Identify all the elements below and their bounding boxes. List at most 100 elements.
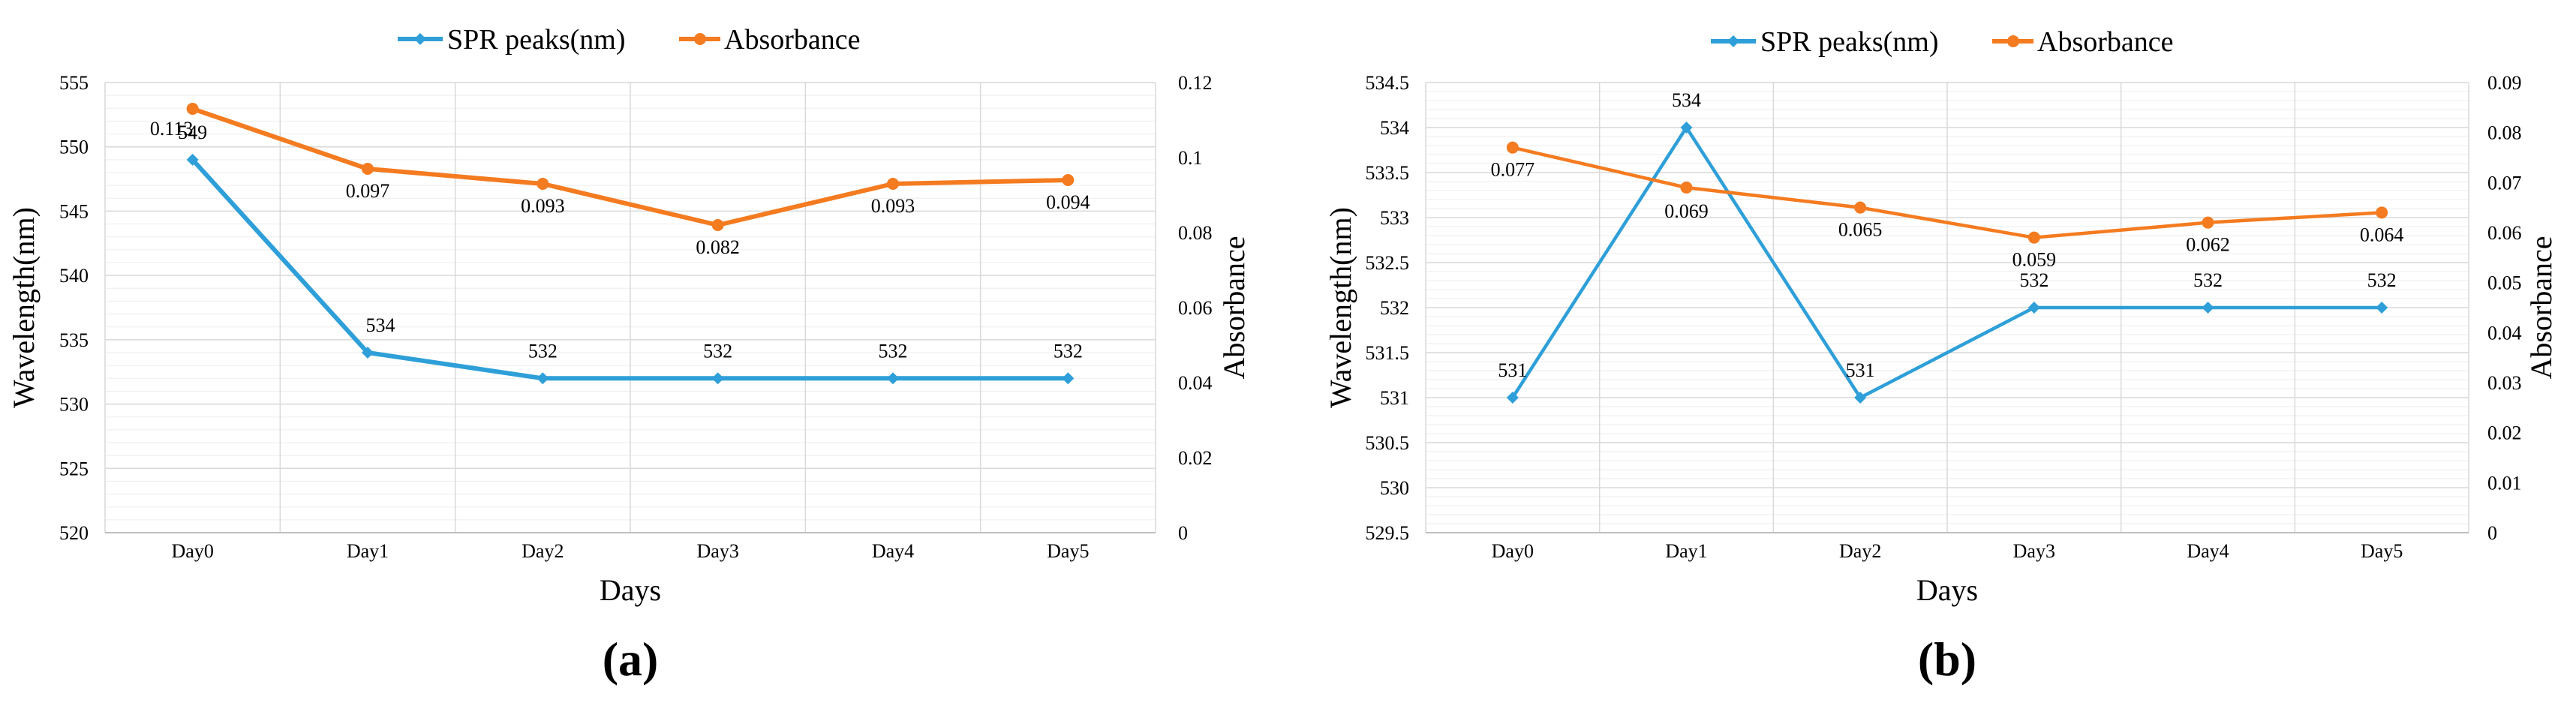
data-label: 0.097 bbox=[346, 180, 390, 202]
data-point-diamond bbox=[362, 347, 374, 359]
y2-axis-title: Absorbance bbox=[2524, 236, 2558, 379]
x-axis-title: Days bbox=[1916, 573, 1978, 607]
y2-tick-label: 0.05 bbox=[2487, 272, 2522, 294]
data-point-circle bbox=[186, 103, 199, 115]
data-label: 0.093 bbox=[871, 195, 915, 217]
series-line bbox=[1510, 125, 2382, 400]
x-tick-label: Day4 bbox=[2187, 540, 2229, 562]
x-tick-label: Day1 bbox=[1665, 540, 1707, 562]
data-point-diamond bbox=[2376, 302, 2388, 314]
y2-tick-label: 0.06 bbox=[1178, 297, 1213, 319]
y-tick-label: 545 bbox=[59, 200, 89, 222]
panel-label: (a) bbox=[603, 632, 659, 686]
y-tick-label: 525 bbox=[59, 458, 89, 479]
series-spr-peaks: 549 534 532 532 532 532 bbox=[178, 122, 1083, 385]
y2-tick-label: 0.02 bbox=[1178, 447, 1213, 469]
y-axis-title: Wavelength(nm) bbox=[1324, 207, 1357, 408]
data-label: 0.077 bbox=[1491, 159, 1535, 181]
data-label: 531 bbox=[1498, 359, 1527, 381]
y2-tick-label: 0.04 bbox=[1178, 372, 1213, 394]
x-tick-label: Day5 bbox=[1047, 540, 1089, 562]
x-tick-label: Day4 bbox=[872, 540, 914, 562]
gridlines bbox=[104, 82, 1156, 533]
data-label: 0.113 bbox=[150, 118, 194, 140]
data-point-diamond bbox=[1680, 122, 1693, 134]
data-label: 532 bbox=[1054, 340, 1083, 362]
y-tick-label: 532 bbox=[1380, 297, 1409, 319]
y-axis-title: Wavelength(nm) bbox=[7, 207, 41, 408]
gridlines bbox=[1425, 82, 2469, 533]
y-tick-label: 530 bbox=[59, 394, 89, 416]
data-point-diamond bbox=[711, 372, 724, 385]
data-point-circle bbox=[711, 219, 724, 231]
y-tick-label: 555 bbox=[59, 72, 89, 94]
y-tick-label: 550 bbox=[59, 137, 89, 158]
legend-marker-diamond bbox=[414, 33, 426, 45]
series-spr-peaks: 531 534 531 532 532 532 bbox=[1498, 89, 2397, 404]
series-absorbance: 0.113 0.097 0.093 0.082 0.093 0.094 bbox=[150, 103, 1090, 258]
legend-label-spr: SPR peaks(nm) bbox=[447, 24, 626, 56]
y2-tick-label: 0.01 bbox=[2487, 472, 2522, 494]
x-tick-label: Day1 bbox=[347, 540, 389, 562]
y-tick-label: 534.5 bbox=[1366, 72, 1410, 94]
x-tick-label: Day2 bbox=[522, 540, 564, 562]
data-point-circle bbox=[1062, 174, 1075, 186]
y2-tick-label: 0.06 bbox=[2487, 222, 2522, 244]
data-label: 532 bbox=[2019, 269, 2048, 291]
y-tick-label: 530 bbox=[1380, 477, 1409, 499]
x-tick-label: Day0 bbox=[172, 540, 214, 562]
data-label: 0.065 bbox=[1838, 219, 1883, 241]
x-tick-label: Day3 bbox=[697, 540, 739, 562]
data-label: 0.069 bbox=[1664, 200, 1709, 222]
y2-tick-label: 0.08 bbox=[1178, 222, 1213, 244]
data-label: 0.062 bbox=[2186, 234, 2230, 256]
data-label: 0.064 bbox=[2360, 224, 2404, 245]
y-tick-label: 520 bbox=[59, 522, 89, 544]
legend-label-absorbance: Absorbance bbox=[724, 24, 860, 56]
data-point-diamond bbox=[186, 153, 199, 166]
data-point-circle bbox=[1854, 201, 1867, 214]
data-point-diamond bbox=[1062, 372, 1075, 385]
x-tick-label: Day2 bbox=[1839, 540, 1881, 562]
y-tick-label: 532.5 bbox=[1366, 252, 1410, 274]
y2-tick-label: 0.04 bbox=[2487, 322, 2522, 344]
legend: SPR peaks(nm) Absorbance bbox=[1711, 26, 2173, 58]
data-point-circle bbox=[537, 178, 549, 190]
y2-tick-label: 0.08 bbox=[2487, 122, 2522, 144]
legend-label-spr: SPR peaks(nm) bbox=[1760, 26, 1939, 58]
data-label: 534 bbox=[1672, 89, 1701, 111]
data-point-diamond bbox=[537, 372, 549, 385]
legend-marker-diamond bbox=[1727, 35, 1739, 47]
x-tick-label: Day5 bbox=[2361, 540, 2403, 562]
data-point-circle bbox=[2202, 216, 2214, 229]
series-line bbox=[191, 107, 1069, 227]
y2-tick-label: 0.03 bbox=[2487, 372, 2522, 394]
y2-axis-title: Absorbance bbox=[1217, 236, 1251, 379]
panel-label: (b) bbox=[1918, 632, 1976, 686]
y-tick-label: 534 bbox=[1380, 117, 1409, 139]
y2-tick-label: 0.12 bbox=[1178, 72, 1213, 94]
legend: SPR peaks(nm) Absorbance bbox=[398, 24, 860, 56]
y2-tick-label: 0.09 bbox=[2487, 72, 2522, 94]
data-point-circle bbox=[2376, 206, 2388, 219]
y-tick-label: 531.5 bbox=[1366, 342, 1410, 364]
data-point-circle bbox=[362, 163, 374, 175]
data-point-diamond bbox=[2027, 302, 2040, 314]
y2-tick-label: 0.07 bbox=[2487, 172, 2522, 194]
data-point-diamond bbox=[887, 372, 899, 385]
data-point-circle bbox=[2027, 231, 2040, 244]
data-label: 0.059 bbox=[2012, 249, 2057, 271]
data-label: 532 bbox=[703, 340, 732, 362]
series-line bbox=[1512, 146, 2382, 239]
data-label: 0.093 bbox=[521, 195, 565, 217]
data-label: 532 bbox=[2367, 269, 2397, 291]
series-line bbox=[191, 158, 1069, 381]
data-point-circle bbox=[1680, 182, 1693, 194]
data-label: 0.082 bbox=[696, 236, 740, 258]
data-point-circle bbox=[887, 178, 899, 190]
chart-panel-a: 520 525 530 535 540 545 550 555 0 0.02 0.04 0.06 0.0… bbox=[7, 24, 1251, 686]
y-tick-label: 533 bbox=[1380, 207, 1409, 229]
data-label: 0.094 bbox=[1046, 191, 1090, 213]
y-tick-label: 529.5 bbox=[1366, 522, 1410, 544]
x-tick-label: Day0 bbox=[1492, 540, 1534, 562]
